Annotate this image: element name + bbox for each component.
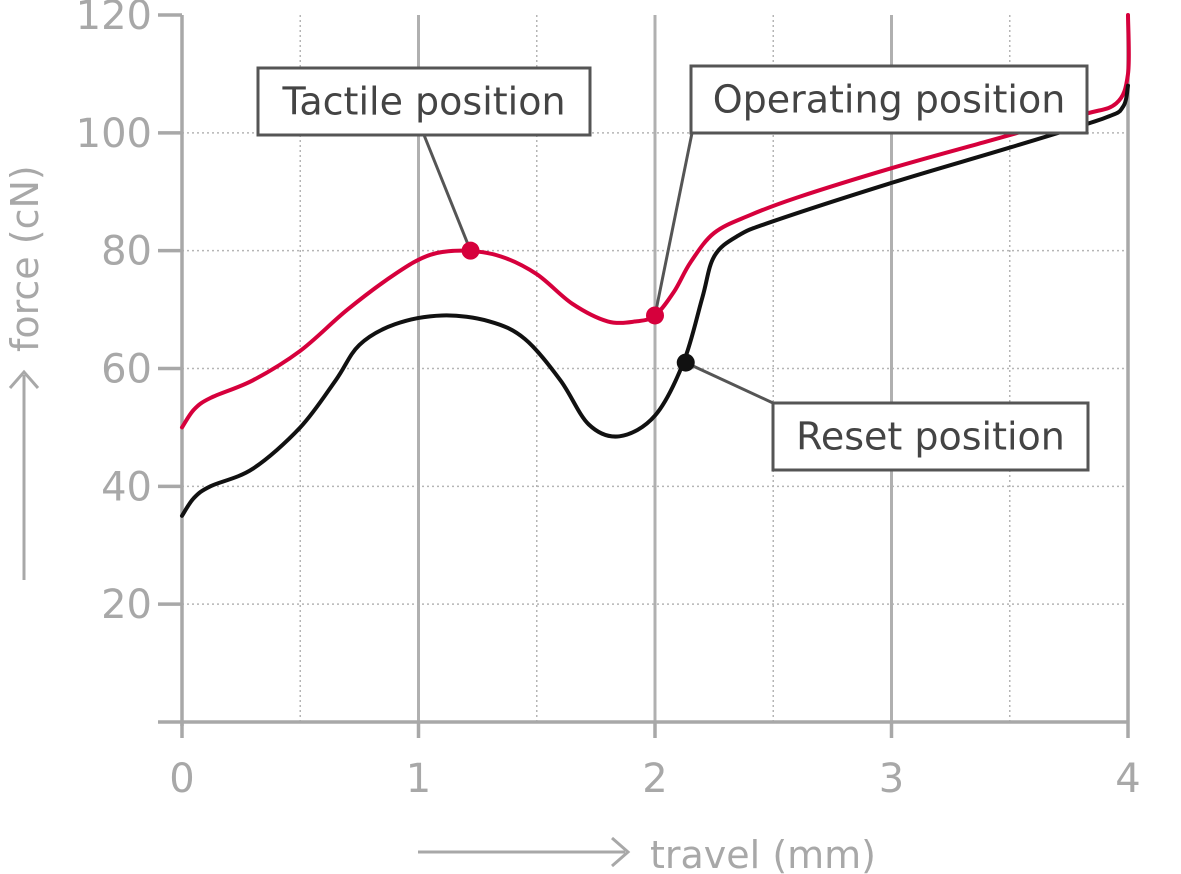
x-tick-label: 0 bbox=[169, 756, 194, 802]
callout-box bbox=[256, 66, 592, 137]
y-axis-title: force (cN) bbox=[3, 165, 47, 352]
axes bbox=[158, 13, 1130, 738]
callout-label: Tactile position bbox=[281, 80, 565, 124]
callouts: Tactile position Operating position Reset … bbox=[256, 64, 1090, 472]
callout-box bbox=[689, 64, 1089, 135]
x-tick-label: 2 bbox=[642, 756, 667, 802]
x-axis-title: travel (mm) bbox=[650, 833, 876, 874]
y-tick-label: 20 bbox=[101, 582, 152, 628]
y-tick-labels: 20 40 60 80 100 120 bbox=[76, 0, 152, 628]
callout-connectors bbox=[422, 132, 774, 405]
annotation-markers bbox=[461, 241, 695, 372]
callout-connector bbox=[685, 361, 774, 405]
y-tick-label: 120 bbox=[76, 0, 152, 39]
x-tick-labels: 0 1 2 3 4 bbox=[169, 756, 1140, 802]
x-axis-arrow-head bbox=[611, 836, 631, 868]
callout-box bbox=[771, 401, 1090, 472]
annotation-marker bbox=[461, 241, 480, 260]
x-axis-title-group: travel (mm) bbox=[418, 833, 876, 874]
series-line-0 bbox=[180, 13, 1131, 430]
callout-label: Reset position bbox=[796, 415, 1065, 459]
callout-label: Operating position bbox=[713, 78, 1066, 122]
annotation-marker bbox=[646, 306, 664, 325]
callout-connector bbox=[653, 132, 694, 316]
y-tick-label: 60 bbox=[101, 347, 152, 393]
y-tick-label: 80 bbox=[101, 229, 152, 275]
y-axis-arrow-head bbox=[8, 369, 40, 389]
x-tick-label: 3 bbox=[879, 756, 904, 802]
y-tick-label: 40 bbox=[101, 464, 152, 510]
annotation-marker bbox=[676, 353, 695, 372]
y-tick-label: 100 bbox=[76, 111, 152, 157]
series-line-1 bbox=[180, 83, 1130, 518]
callout-connector bbox=[422, 134, 472, 252]
x-tick-label: 4 bbox=[1115, 756, 1140, 802]
x-tick-label: 1 bbox=[406, 756, 431, 802]
series-lines bbox=[180, 13, 1131, 518]
y-axis-title-group: force (cN) bbox=[3, 165, 47, 580]
